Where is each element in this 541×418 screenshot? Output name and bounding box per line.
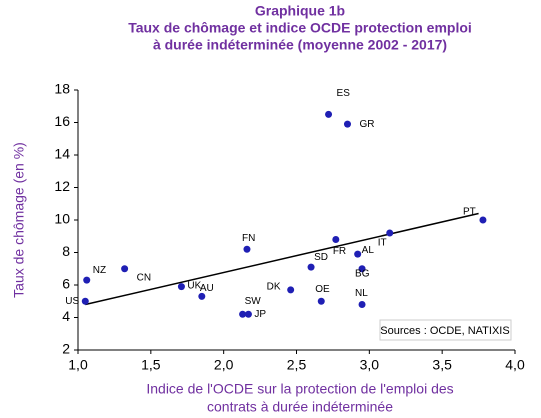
chart-title: à durée indéterminée (moyenne 2002 - 201… bbox=[153, 37, 447, 53]
x-tick-label: 4,0 bbox=[505, 357, 525, 373]
point-label: IT bbox=[378, 238, 387, 249]
y-tick-label: 16 bbox=[54, 113, 70, 129]
point-label: FR bbox=[333, 246, 346, 257]
point bbox=[287, 286, 295, 294]
point bbox=[354, 250, 362, 258]
point bbox=[358, 265, 366, 273]
point bbox=[386, 229, 394, 237]
point bbox=[81, 297, 89, 305]
annotation-box bbox=[379, 319, 512, 341]
x-tick-label: 2,5 bbox=[287, 357, 307, 373]
point bbox=[332, 236, 340, 243]
point bbox=[325, 110, 333, 118]
point-label: SD bbox=[314, 252, 328, 263]
point-label: ES bbox=[337, 88, 351, 99]
point-label: OE bbox=[315, 284, 330, 295]
x-axis-title: contrats à durée indéterminée bbox=[207, 399, 393, 415]
point bbox=[479, 216, 487, 224]
annotation: Sources : OCDE, NATIXIS bbox=[380, 325, 509, 337]
point-label: FN bbox=[242, 233, 255, 244]
point-label: AU bbox=[200, 283, 214, 294]
point-label: GR bbox=[359, 119, 374, 130]
point bbox=[317, 297, 325, 305]
point-label: US bbox=[65, 296, 79, 307]
point bbox=[239, 310, 247, 318]
y-tick-label: 8 bbox=[62, 243, 70, 259]
point-label: JP bbox=[254, 309, 266, 320]
chart-title: Taux de chômage et indice OCDE protectio… bbox=[128, 20, 472, 36]
x-tick-label: 3,0 bbox=[360, 357, 380, 373]
point bbox=[121, 265, 129, 273]
y-tick-label: 2 bbox=[62, 341, 70, 357]
point bbox=[243, 245, 251, 253]
point-label: CN bbox=[137, 272, 151, 283]
x-tick-label: 3,5 bbox=[432, 357, 452, 373]
point bbox=[198, 292, 206, 300]
trendline bbox=[85, 212, 479, 306]
y-tick-label: 12 bbox=[54, 178, 70, 194]
y-axis-title: Taux de chômage (en %) bbox=[11, 142, 27, 298]
point-label: AL bbox=[362, 245, 375, 256]
point-label: BG bbox=[355, 268, 370, 279]
y-tick-label: 18 bbox=[54, 81, 70, 97]
point-label: UK bbox=[187, 280, 201, 291]
y-tick-label: 14 bbox=[54, 146, 70, 162]
point bbox=[244, 310, 252, 318]
y-tick-label: 4 bbox=[62, 308, 70, 324]
point-label: NZ bbox=[93, 265, 106, 276]
point bbox=[83, 276, 91, 284]
x-tick-label: 1,5 bbox=[141, 357, 161, 373]
x-tick-label: 1,0 bbox=[68, 357, 88, 373]
point bbox=[307, 263, 315, 271]
y-tick-label: 6 bbox=[62, 276, 70, 292]
point-label: NL bbox=[355, 288, 368, 299]
chart-title: Graphique 1b bbox=[255, 3, 345, 19]
point-label: DK bbox=[267, 282, 281, 293]
x-tick-label: 2,0 bbox=[214, 357, 234, 373]
x-axis-title: Indice de l'OCDE sur la protection de l'… bbox=[146, 381, 453, 397]
point bbox=[343, 120, 351, 128]
point bbox=[177, 283, 185, 291]
point bbox=[358, 301, 366, 308]
point-label: PT bbox=[463, 207, 476, 218]
point-label: SW bbox=[245, 296, 262, 307]
y-tick-label: 10 bbox=[54, 211, 70, 227]
